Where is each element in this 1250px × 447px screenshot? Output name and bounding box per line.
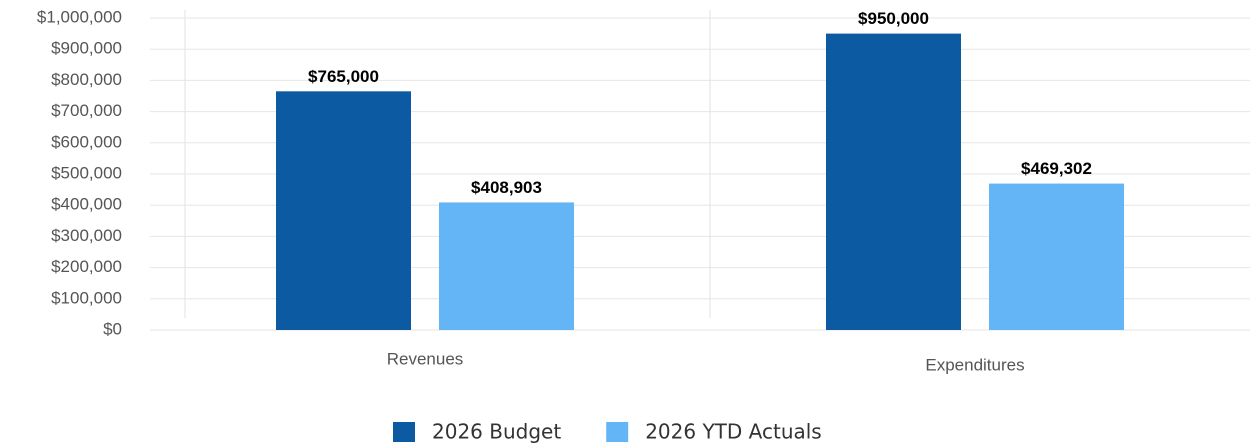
bar xyxy=(439,202,574,330)
value-label: $950,000 xyxy=(858,9,929,28)
y-tick-label: $400,000 xyxy=(51,195,122,214)
y-tick-label: $200,000 xyxy=(51,257,122,276)
x-tick-label: Revenues xyxy=(387,349,464,368)
legend-swatch xyxy=(606,422,629,442)
legend-label: 2026 Budget xyxy=(432,420,561,444)
bar xyxy=(989,183,1124,330)
value-label: $469,302 xyxy=(1021,159,1092,178)
y-tick-label: $1,000,000 xyxy=(37,7,122,26)
y-tick-label: $800,000 xyxy=(51,70,122,89)
value-label: $408,903 xyxy=(471,178,542,197)
y-tick-label: $600,000 xyxy=(51,132,122,151)
value-label: $765,000 xyxy=(308,67,379,86)
legend-swatch xyxy=(393,422,415,442)
y-tick-label: $900,000 xyxy=(51,39,122,58)
y-tick-label: $0 xyxy=(103,319,122,338)
y-tick-label: $100,000 xyxy=(51,288,122,307)
bar xyxy=(276,91,411,330)
legend-label: 2026 YTD Actuals xyxy=(645,420,822,444)
y-tick-label: $700,000 xyxy=(51,101,122,120)
y-tick-label: $500,000 xyxy=(51,163,122,182)
bar xyxy=(826,33,961,330)
y-tick-label: $300,000 xyxy=(51,226,122,245)
x-tick-label: Expenditures xyxy=(925,355,1024,374)
